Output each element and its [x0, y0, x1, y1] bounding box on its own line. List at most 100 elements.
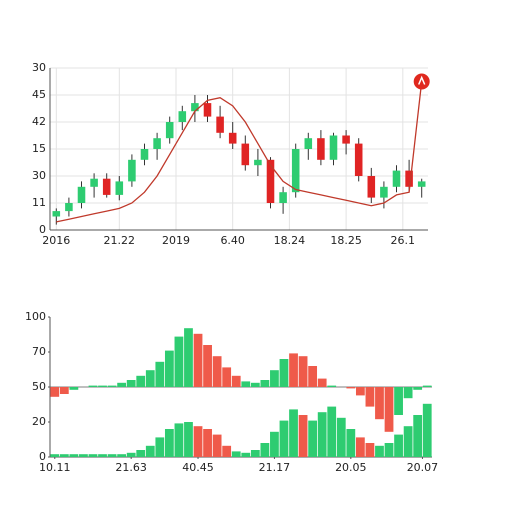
- candle-body: [279, 192, 287, 203]
- candle-body: [241, 143, 250, 166]
- y-tick-label: 11: [32, 196, 46, 209]
- candle-body: [178, 111, 187, 122]
- bar: [375, 387, 384, 420]
- bar: [164, 350, 174, 387]
- bar: [279, 359, 289, 387]
- candle-body: [317, 138, 325, 160]
- candle-body: [128, 159, 136, 182]
- bar: [365, 443, 375, 457]
- bar: [336, 417, 346, 457]
- x-tick-label: 20.07: [407, 461, 439, 474]
- y-tick-label: 42: [32, 115, 46, 128]
- bar: [203, 429, 212, 457]
- bar: [403, 426, 413, 457]
- bar: [422, 403, 432, 457]
- y-tick-label: 0: [39, 223, 46, 236]
- candle-body: [266, 159, 275, 203]
- candle-body: [329, 135, 338, 160]
- bar: [298, 415, 308, 457]
- candle-body: [354, 143, 363, 176]
- candle-body: [367, 176, 376, 198]
- y-tick-label: 50: [32, 380, 46, 393]
- bar: [50, 387, 60, 397]
- y-tick-label: 100: [25, 310, 46, 323]
- bar: [289, 409, 298, 457]
- end-marker: [413, 73, 430, 90]
- bar: [193, 333, 203, 387]
- bar: [403, 387, 413, 399]
- candle-body: [417, 181, 426, 187]
- y-tick-label: 30: [32, 169, 46, 182]
- bar: [384, 443, 394, 457]
- x-tick-label: 26.1: [391, 234, 416, 247]
- bar: [174, 423, 184, 457]
- x-tick-label: 20.05: [335, 461, 367, 474]
- bar: [308, 366, 318, 387]
- bar: [88, 385, 98, 387]
- bar: [365, 387, 375, 407]
- bar: [327, 406, 337, 457]
- x-tick-label: 10.11: [39, 461, 71, 474]
- y-tick-label: 30: [32, 61, 46, 74]
- candle-body: [102, 178, 111, 195]
- bar: [145, 370, 155, 387]
- bar: [136, 450, 146, 457]
- bar: [279, 420, 289, 457]
- bar: [317, 412, 327, 457]
- bar: [422, 385, 432, 387]
- bar: [260, 443, 270, 457]
- y-tick-label: 0: [39, 450, 46, 463]
- bar: [59, 387, 69, 394]
- candle-body: [153, 138, 161, 149]
- bar: [375, 445, 384, 457]
- bar: [260, 380, 270, 387]
- y-tick-label: 20: [32, 415, 46, 428]
- bar: [250, 450, 260, 457]
- x-tick-label: 18.25: [330, 234, 362, 247]
- bar: [155, 437, 165, 457]
- bar: [79, 454, 88, 457]
- candle-body: [254, 159, 262, 166]
- bar: [222, 367, 232, 387]
- bar: [117, 454, 127, 457]
- candle-body: [90, 178, 98, 187]
- bar: [126, 452, 136, 457]
- bar: [327, 385, 337, 387]
- bar: [155, 361, 165, 387]
- bar: [241, 452, 251, 457]
- bar: [69, 454, 79, 457]
- y-tick-label: 70: [32, 345, 46, 358]
- x-tick-label: 18.24: [274, 234, 306, 247]
- bar: [231, 375, 241, 387]
- candle-body: [65, 203, 73, 212]
- bar: [413, 415, 423, 457]
- bar: [241, 381, 251, 387]
- candle-body: [52, 211, 61, 217]
- x-tick-label: 21.22: [104, 234, 136, 247]
- bar: [212, 434, 222, 457]
- bar: [193, 426, 203, 457]
- bar: [394, 387, 403, 415]
- bar: [203, 345, 212, 387]
- marker-icon: [418, 75, 426, 85]
- y-tick-label: 15: [32, 142, 46, 155]
- candle-body: [140, 149, 149, 160]
- bar: [270, 370, 279, 387]
- x-tick-label: 6.40: [220, 234, 245, 247]
- bar: [145, 445, 155, 457]
- x-tick-label: 40.45: [182, 461, 214, 474]
- candle-body: [191, 103, 199, 112]
- bar: [231, 451, 241, 457]
- bar: [212, 356, 222, 387]
- bar: [184, 422, 193, 457]
- bar: [222, 445, 232, 457]
- bar: [413, 387, 423, 390]
- bar: [384, 387, 394, 432]
- bar: [136, 375, 146, 387]
- candle-body: [203, 103, 212, 117]
- bar: [126, 380, 136, 387]
- bar: [298, 356, 308, 387]
- x-tick-label: 2019: [162, 234, 190, 247]
